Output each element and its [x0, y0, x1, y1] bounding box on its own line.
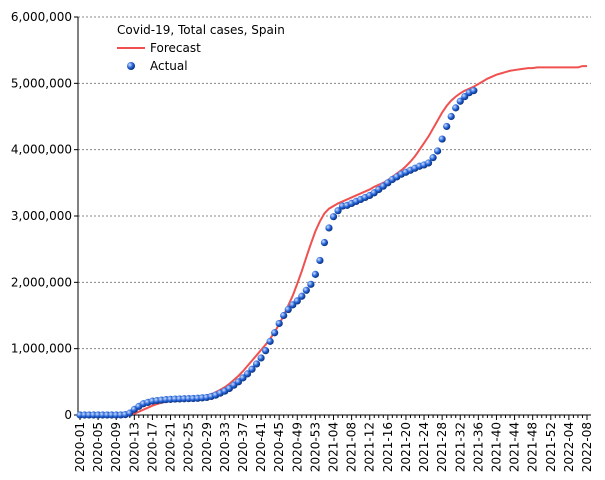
x-tick-label: 2020-21 — [164, 422, 178, 472]
x-tick-label: 2021-48 — [526, 422, 540, 472]
actual-point — [275, 319, 283, 328]
x-tick-label: 2021-20 — [399, 422, 413, 472]
x-tick-label: 2021-24 — [417, 422, 431, 472]
legend-swatch — [127, 62, 135, 70]
actual-point — [266, 337, 274, 345]
x-tick-label: 2020-29 — [200, 422, 214, 472]
actual-point — [429, 154, 437, 162]
x-tick-label: 2021-44 — [508, 422, 522, 472]
x-tick-label: 2022-08 — [580, 422, 594, 472]
y-tick-label: 2,000,000 — [11, 275, 72, 289]
x-tick-label: 2021-04 — [327, 422, 341, 472]
actual-point — [271, 329, 279, 337]
legend-label: Actual — [150, 59, 188, 73]
actual-point — [311, 270, 319, 278]
x-tick-label: 2020-33 — [218, 422, 232, 472]
actual-point — [307, 280, 315, 288]
actual-point — [452, 104, 460, 112]
y-tick-label: 1,000,000 — [11, 342, 72, 356]
y-tick-label: 0 — [64, 408, 72, 422]
actual-point — [261, 347, 270, 355]
x-tick-label: 2021-32 — [453, 422, 467, 472]
x-tick-label: 2022-04 — [562, 422, 576, 472]
legend-label: Forecast — [150, 41, 201, 55]
x-tick-label: 2020-49 — [290, 422, 304, 472]
x-tick-label: 2020-01 — [73, 422, 87, 472]
actual-point — [252, 360, 261, 368]
x-tick-label: 2021-08 — [345, 422, 359, 472]
x-tick-label: 2020-25 — [182, 422, 196, 472]
actual-point — [424, 159, 433, 167]
x-tick-label: 2020-09 — [109, 422, 123, 472]
actual-point — [470, 87, 478, 95]
actual-point — [293, 297, 301, 305]
x-tick-label: 2020-13 — [127, 422, 141, 472]
actual-point — [316, 256, 324, 265]
y-tick-label: 6,000,000 — [11, 10, 72, 24]
x-tick-label: 2020-17 — [145, 422, 159, 472]
x-tick-label: 2020-41 — [254, 422, 268, 472]
actual-point — [329, 213, 338, 221]
actual-point — [447, 112, 455, 121]
chart-title: Covid-19, Total cases, Spain — [117, 23, 285, 37]
actual-point — [438, 135, 446, 143]
x-tick-label: 2021-28 — [435, 422, 449, 472]
actual-point — [280, 311, 288, 320]
actual-point — [284, 305, 292, 314]
actual-point — [434, 147, 442, 155]
x-tick-label: 2021-36 — [471, 422, 485, 472]
x-tick-label: 2020-53 — [308, 422, 322, 472]
actual-point — [320, 238, 329, 247]
x-tick-label: 2020-05 — [91, 422, 105, 472]
x-tick-label: 2021-12 — [363, 422, 377, 472]
x-tick-label: 2021-16 — [381, 422, 395, 472]
y-tick-label: 4,000,000 — [11, 143, 72, 157]
x-tick-label: 2020-37 — [236, 422, 250, 472]
x-tick-label: 2020-45 — [272, 422, 286, 472]
x-tick-label: 2021-40 — [489, 422, 503, 472]
actual-point — [257, 354, 265, 362]
y-tick-label: 3,000,000 — [11, 209, 72, 223]
actual-point — [298, 292, 306, 300]
actual-point — [325, 224, 333, 232]
actual-point — [248, 365, 256, 373]
actual-point — [334, 207, 342, 215]
actual-point — [443, 122, 451, 131]
x-tick-label: 2021-52 — [544, 422, 558, 472]
actual-point — [456, 97, 464, 105]
actual-point — [243, 370, 252, 378]
actual-point — [302, 286, 310, 294]
y-tick-label: 5,000,000 — [11, 76, 72, 90]
